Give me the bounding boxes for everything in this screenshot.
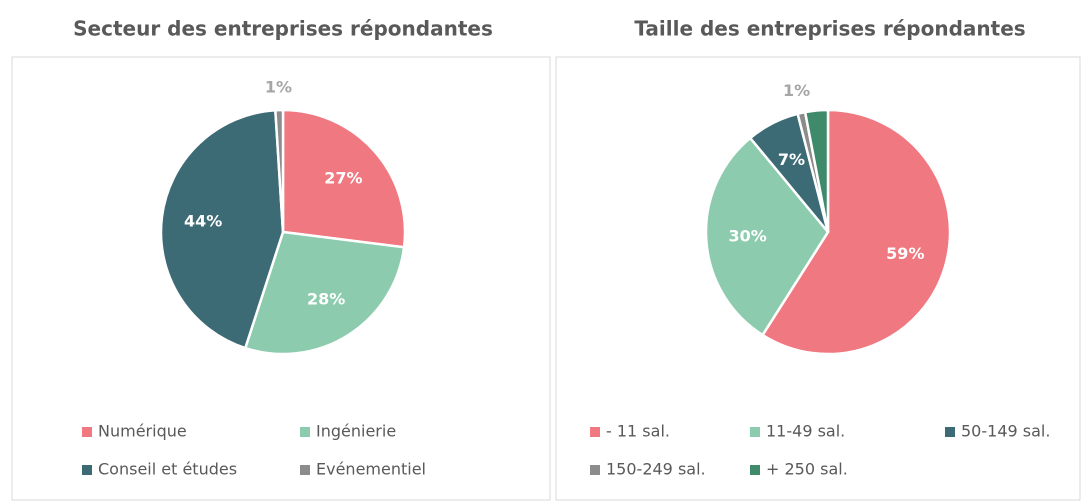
panel <box>555 56 1081 501</box>
data-label: 44% <box>184 211 222 230</box>
chart-title: Taille des entreprises répondantes <box>634 17 1025 41</box>
legend-label: + 250 sal. <box>766 460 848 479</box>
legend-label: Ingénierie <box>316 422 396 441</box>
legend-label: 150-249 sal. <box>606 460 706 479</box>
legend-swatch <box>750 465 760 475</box>
legend-label: Conseil et études <box>98 460 237 479</box>
legend-swatch <box>590 465 600 475</box>
legend-swatch <box>300 465 310 475</box>
legend-swatch <box>590 427 600 437</box>
legend-label: 50-149 sal. <box>961 422 1050 441</box>
legend-label: Numérique <box>98 422 187 441</box>
panel <box>11 56 551 501</box>
data-label: 27% <box>324 168 362 187</box>
pie-slice <box>274 108 285 233</box>
pie-slice <box>760 108 952 356</box>
pie-slice <box>281 108 407 249</box>
data-label: 30% <box>728 227 766 246</box>
data-label: 1% <box>783 81 810 100</box>
pie-slice <box>803 108 830 233</box>
legend-swatch <box>82 427 92 437</box>
pie-slice <box>159 108 285 350</box>
legend-swatch <box>82 465 92 475</box>
legend-swatch <box>945 427 955 437</box>
pie-slice <box>704 136 830 337</box>
legend-swatch <box>750 427 760 437</box>
legend-label: Evénementiel <box>316 460 426 479</box>
data-label: 1% <box>265 78 292 97</box>
legend-label: - 11 sal. <box>606 422 670 441</box>
data-label: 28% <box>307 289 345 308</box>
legend-swatch <box>300 427 310 437</box>
pie-slice <box>243 230 406 356</box>
data-label: 7% <box>778 150 805 169</box>
chart-title: Secteur des entreprises répondantes <box>73 17 493 41</box>
legend-label: 11-49 sal. <box>766 422 845 441</box>
data-label: 59% <box>886 244 924 263</box>
